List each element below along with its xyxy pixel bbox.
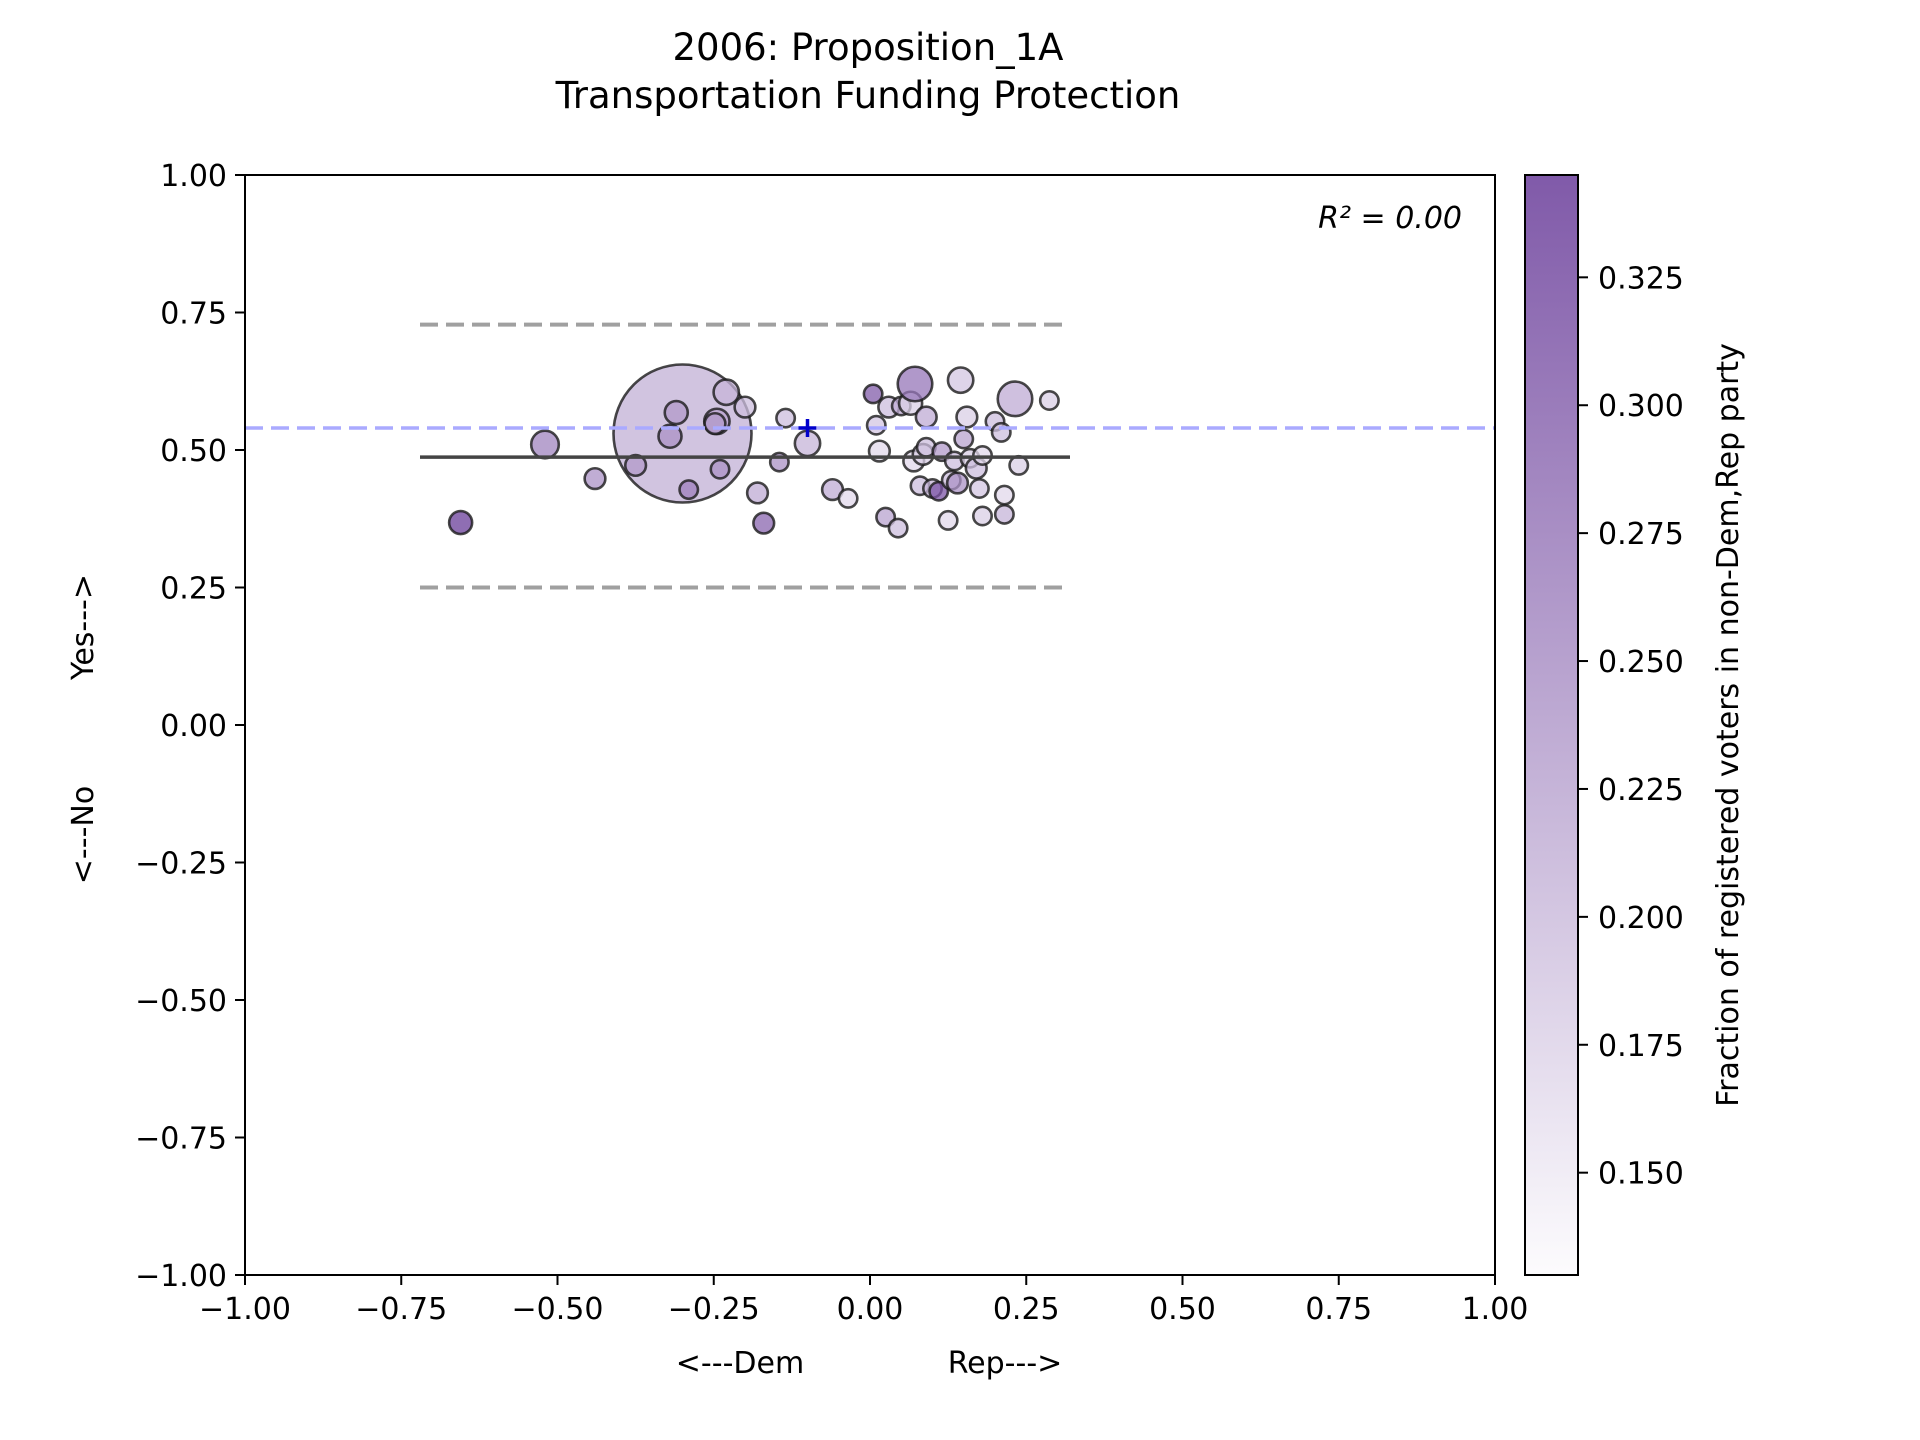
scatter-point: [623, 453, 648, 478]
x-tick-label: 1.00: [1462, 1292, 1529, 1327]
scatter-point: [896, 365, 934, 403]
y-tick-label: 0.75: [160, 297, 227, 332]
colorbar-tick-label: 0.150: [1598, 1157, 1684, 1192]
r-squared-annotation: R² = 0.00: [1318, 201, 1462, 236]
colorbar-gradient: [1525, 175, 1578, 1275]
scatter-point: [745, 481, 770, 505]
overlay-lines: [245, 322, 1495, 590]
scatter-point: [955, 405, 979, 429]
mean-marker: [798, 419, 817, 437]
scatter-point: [968, 477, 990, 499]
y-tick-label: −0.25: [135, 847, 227, 882]
scatter-points: [447, 363, 1060, 539]
scatter-point: [996, 380, 1034, 418]
scatter-point: [712, 378, 741, 407]
scatter-point: [865, 414, 887, 436]
scatter-point: [914, 405, 938, 429]
colorbar-tick-label: 0.200: [1598, 901, 1684, 936]
x-tick-label: 0.25: [993, 1292, 1060, 1327]
scatter-point: [663, 399, 690, 426]
x-tick-label: −0.50: [512, 1292, 604, 1327]
colorbar-tick-label: 0.225: [1598, 773, 1684, 808]
scatter-point: [657, 423, 683, 450]
scatter-point: [709, 458, 731, 480]
scatter-point: [990, 421, 1012, 443]
colorbar-tick-label: 0.250: [1598, 645, 1684, 680]
x-axis-label-left: <---Dem: [676, 1346, 804, 1381]
colorbar-tick-label: 0.275: [1598, 517, 1684, 552]
colorbar: 0.150 0.175 0.200 0.225 0.250 0.275 0.300 0.325…: [1524, 174, 1746, 1276]
x-tick-label: 0.75: [1305, 1292, 1372, 1327]
scatter-point: [1038, 389, 1060, 411]
x-axis-ticks: −1.00 −0.75 −0.50 −0.25 0.00 0.25 0.50 0.75 1.00: [199, 1275, 1528, 1327]
colorbar-frame: [1524, 174, 1579, 1276]
scatter-point: [678, 479, 700, 501]
x-tick-label: −1.00: [199, 1292, 291, 1327]
y-axis-label-top: Yes--->: [66, 574, 101, 681]
colorbar-tick-label: 0.175: [1598, 1029, 1684, 1064]
scatter-point: [993, 484, 1015, 506]
scatter-point: [583, 466, 607, 491]
colorbar-tick-label: 0.325: [1598, 261, 1684, 296]
scatter-point: [529, 429, 561, 460]
scatter-point: [971, 505, 993, 527]
y-tick-label: 0.00: [160, 709, 227, 744]
x-axis-label-right: Rep--->: [948, 1346, 1063, 1381]
scatter-point: [733, 395, 757, 419]
scatter-point: [887, 517, 909, 539]
x-tick-label: 0.00: [837, 1292, 904, 1327]
scatter-point: [447, 509, 474, 536]
chart-title-line-1: 2006: Proposition_1A: [673, 26, 1064, 69]
y-axis-label-bottom: <---No: [66, 786, 101, 884]
colorbar-label: Fraction of registered voters in non-Dem…: [1711, 343, 1746, 1107]
scatter-point: [937, 509, 959, 531]
y-tick-label: 0.50: [160, 434, 227, 469]
scatter-point: [946, 366, 975, 395]
scatter-point: [775, 407, 797, 429]
scatter-point: [1008, 454, 1030, 476]
scatter-point: [837, 487, 859, 509]
scatter-point: [752, 511, 776, 535]
scatter-point: [703, 411, 727, 436]
y-tick-label: −0.50: [135, 984, 227, 1019]
x-tick-label: −0.75: [355, 1292, 447, 1327]
chart-title-line-2: Transportation Funding Protection: [555, 74, 1181, 117]
colorbar-tick-label: 0.300: [1598, 389, 1684, 424]
scatter-point: [862, 383, 884, 405]
colorbar-ticks: 0.150 0.175 0.200 0.225 0.250 0.275 0.300 0.325: [1578, 261, 1684, 1192]
plot-area: [244, 174, 1496, 1276]
scatter-point: [945, 471, 970, 495]
y-tick-label: −0.75: [135, 1122, 227, 1157]
plot-frame: [244, 174, 1496, 1276]
y-tick-label: 0.25: [160, 572, 227, 607]
y-tick-label: −1.00: [135, 1259, 227, 1294]
scatter-point: [953, 428, 975, 450]
chart-title: 2006: Proposition_1A Transportation Fund…: [555, 26, 1181, 117]
x-tick-label: 0.50: [1149, 1292, 1216, 1327]
y-tick-label: 1.00: [160, 159, 227, 194]
x-tick-label: −0.25: [668, 1292, 760, 1327]
y-axis-ticks: 1.00 0.75 0.50 0.25 0.00 −0.25 −0.50 −0.75 −1.00: [135, 159, 245, 1294]
scatter-point: [993, 503, 1015, 525]
